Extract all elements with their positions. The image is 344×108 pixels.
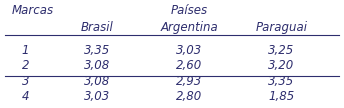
Text: 3,35: 3,35 (84, 44, 110, 57)
Text: 2,60: 2,60 (176, 59, 202, 72)
Text: 2: 2 (22, 59, 29, 72)
Text: Marcas: Marcas (12, 3, 54, 17)
Text: 4: 4 (22, 90, 29, 103)
Text: Argentina: Argentina (160, 21, 218, 34)
Text: Brasil: Brasil (80, 21, 113, 34)
Text: 3,35: 3,35 (268, 75, 294, 88)
Text: 3,03: 3,03 (176, 44, 202, 57)
Text: 2,80: 2,80 (176, 90, 202, 103)
Text: 2,93: 2,93 (176, 75, 202, 88)
Text: Paraguai: Paraguai (255, 21, 307, 34)
Text: 3,08: 3,08 (84, 75, 110, 88)
Text: 1: 1 (22, 44, 29, 57)
Text: 3,25: 3,25 (268, 44, 294, 57)
Text: 3,03: 3,03 (84, 90, 110, 103)
Text: 3,20: 3,20 (268, 59, 294, 72)
Text: 3: 3 (22, 75, 29, 88)
Text: 3,08: 3,08 (84, 59, 110, 72)
Text: Países: Países (171, 3, 208, 17)
Text: 1,85: 1,85 (268, 90, 294, 103)
